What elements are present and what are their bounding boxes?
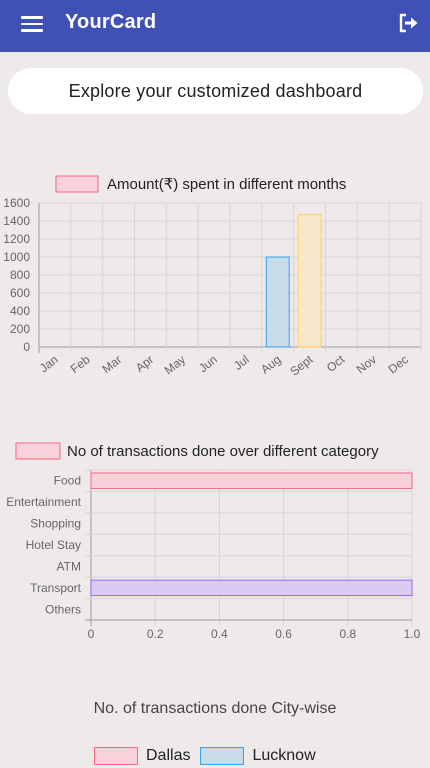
bar-transport[interactable] bbox=[90, 579, 413, 597]
x-tick-label: Sept bbox=[287, 352, 316, 379]
legend-swatch bbox=[94, 747, 138, 765]
x-tick-label: 0.8 bbox=[339, 627, 356, 641]
y-tick-label: 0 bbox=[23, 340, 30, 354]
legend-item-lucknow[interactable]: Lucknow bbox=[200, 747, 316, 765]
y-tick-label: 1000 bbox=[3, 250, 30, 264]
y-tick-label: 400 bbox=[10, 304, 30, 318]
y-tick-label: 1600 bbox=[3, 196, 30, 210]
x-tick-label: Aug bbox=[258, 352, 283, 376]
x-tick-label: 0.2 bbox=[147, 627, 164, 641]
x-tick-label: Dec bbox=[385, 352, 410, 376]
menu-icon[interactable] bbox=[21, 14, 45, 34]
dashboard-banner: Explore your customized dashboard bbox=[8, 68, 423, 114]
app-bar: YourCard bbox=[0, 0, 430, 52]
monthly-spend-chart: Amount(₹) spent in different months 1600… bbox=[3, 175, 422, 379]
category-transactions-chart: No of transactions done over different c… bbox=[6, 442, 421, 641]
y-tick-label: 600 bbox=[10, 286, 30, 300]
logout-icon[interactable] bbox=[398, 13, 420, 33]
x-tick-label: Oct bbox=[324, 352, 348, 375]
y-tick-label: Transport bbox=[30, 581, 82, 595]
y-tick-label: 800 bbox=[10, 268, 30, 282]
legend-label: No of transactions done over different c… bbox=[67, 443, 379, 460]
x-tick-label: Apr bbox=[133, 352, 156, 375]
y-tick-label: Food bbox=[54, 474, 81, 488]
app-title: YourCard bbox=[65, 11, 157, 33]
x-tick-label: Feb bbox=[68, 352, 93, 376]
x-tick-label: 0 bbox=[88, 627, 95, 641]
legend-swatch bbox=[15, 442, 61, 460]
bar-food[interactable] bbox=[90, 472, 413, 489]
y-tick-label: Shopping bbox=[30, 517, 81, 531]
x-tick-label: Mar bbox=[100, 352, 125, 376]
y-tick-label: Entertainment bbox=[6, 495, 81, 509]
legend-label: Lucknow bbox=[252, 747, 316, 764]
y-tick-label: Others bbox=[45, 602, 81, 616]
legend-label: Dallas bbox=[146, 747, 191, 764]
x-tick-label: 1.0 bbox=[404, 627, 421, 641]
y-tick-label: ATM bbox=[57, 559, 81, 573]
city-chart-legend: Dallas Lucknow bbox=[94, 745, 326, 767]
bar-sept[interactable] bbox=[297, 214, 322, 348]
x-tick-label: Jun bbox=[196, 352, 220, 375]
y-tick-label: 1200 bbox=[3, 232, 30, 246]
x-tick-label: Jul bbox=[231, 352, 252, 372]
y-tick-label: 200 bbox=[10, 322, 30, 336]
x-tick-label: May bbox=[162, 352, 188, 377]
x-tick-label: 0.6 bbox=[275, 627, 292, 641]
legend-item-dallas[interactable]: Dallas bbox=[94, 747, 190, 765]
legend-label: Amount(₹) spent in different months bbox=[107, 176, 346, 193]
x-tick-label: 0.4 bbox=[211, 627, 228, 641]
bar-aug[interactable] bbox=[265, 256, 290, 348]
city-chart-title: No. of transactions done City-wise bbox=[93, 700, 337, 717]
y-tick-label: 1400 bbox=[3, 214, 30, 228]
y-tick-label: Hotel Stay bbox=[26, 538, 81, 552]
legend-swatch bbox=[55, 175, 99, 193]
legend-swatch bbox=[200, 747, 245, 765]
x-tick-label: Jan bbox=[37, 352, 61, 375]
x-tick-label: Nov bbox=[354, 352, 379, 376]
